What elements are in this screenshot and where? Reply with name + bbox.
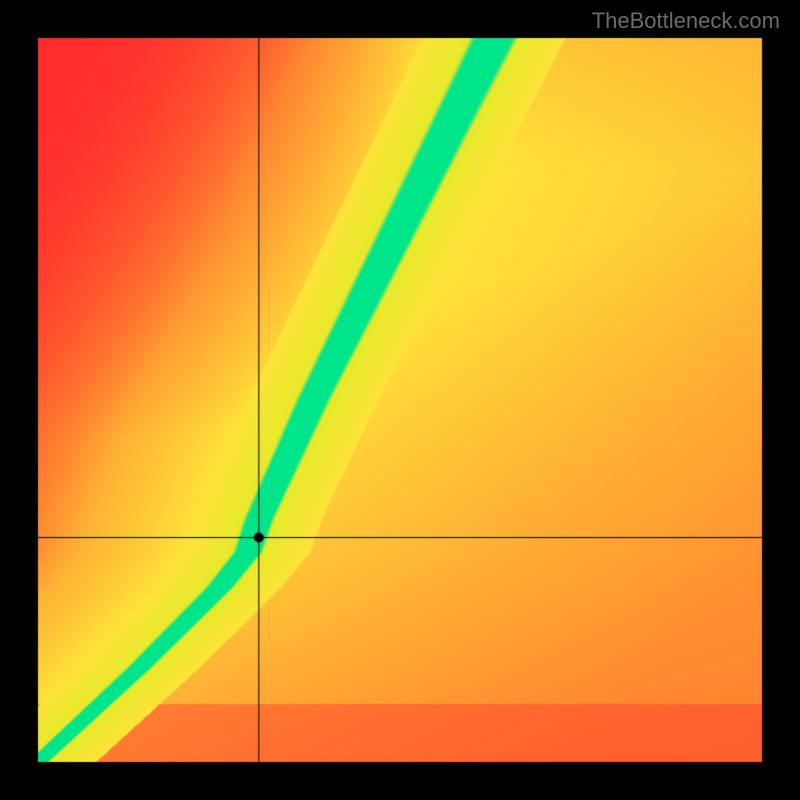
bottleneck-heatmap (0, 0, 800, 800)
heatmap-canvas (0, 0, 800, 800)
watermark-text: TheBottleneck.com (592, 8, 780, 34)
